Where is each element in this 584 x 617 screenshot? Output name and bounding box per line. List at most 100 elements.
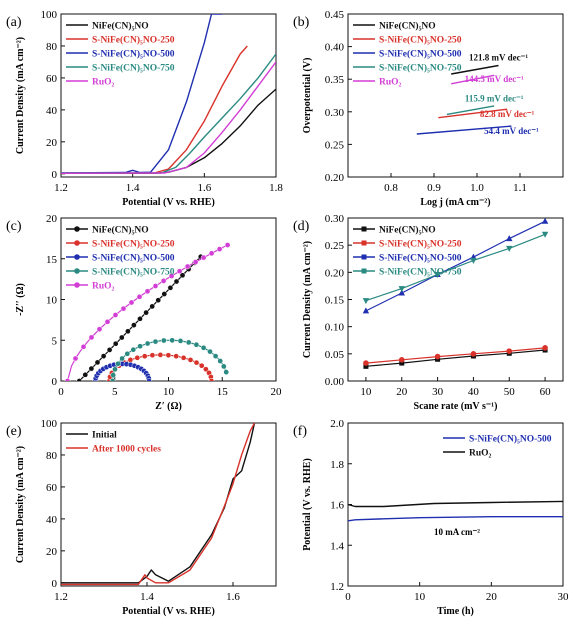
data-point — [506, 245, 513, 252]
data-point — [398, 357, 405, 363]
data-point — [200, 344, 207, 351]
data-point — [125, 328, 131, 335]
y-tick-label: 0.05 — [325, 349, 345, 361]
y-axis-label: -Z′′ (Ω) — [15, 283, 26, 316]
x-tick-label: 1.0 — [470, 182, 484, 194]
series-line — [61, 61, 276, 174]
legend-marker — [361, 268, 367, 274]
x-tick-label: 20 — [271, 386, 283, 398]
data-point — [541, 218, 549, 224]
data-layer — [61, 14, 276, 174]
data-point — [470, 351, 477, 357]
x-tick-label: 10 — [360, 386, 372, 398]
legend-label: Initial — [92, 431, 117, 441]
data-point — [362, 307, 370, 314]
data-point — [506, 348, 513, 354]
panel-b: 0.8 0.9 1.0 1.1 0.20 0.25 0.30 0.35 0.40 0.45 Log … — [293, 9, 564, 208]
legend-marker — [74, 240, 80, 246]
y-tick-label: 2.0 — [330, 418, 344, 430]
x-tick-label: 20 — [396, 386, 408, 398]
x-axis-label: Scane rate (mV s⁻¹) — [414, 401, 498, 412]
legend-marker — [74, 254, 80, 260]
y-tick-label: 0 — [52, 578, 58, 590]
data-layer — [362, 218, 549, 369]
slope-label: 54.4 mV dec⁻¹ — [484, 126, 539, 136]
series-line — [365, 233, 546, 302]
series-line — [61, 53, 276, 174]
legend-label: After 1000 cycles — [92, 445, 161, 455]
data-point — [137, 343, 143, 350]
y-axis-label: Current Density (mA cm⁻²) — [15, 37, 26, 154]
panel-c: 0 5 10 15 20 0 5 10 15 20 Z′ (Ω) -Z′′ (Ω) (c) NiFe(CN… — [6, 213, 282, 412]
data-point — [160, 337, 167, 344]
data-point — [115, 360, 121, 367]
data-point — [224, 242, 231, 248]
data-point — [160, 278, 167, 284]
legend-label: NiFe(CN)₅NO — [92, 21, 149, 32]
data-point — [398, 286, 405, 293]
x-tick-label: 60 — [540, 386, 552, 398]
data-point — [96, 326, 103, 333]
data-point — [110, 372, 117, 378]
x-tick-label: 0.8 — [384, 182, 398, 194]
y-tick-label: 20 — [46, 213, 58, 225]
y-tick-label: 60 — [46, 482, 58, 494]
x-tick-label: 40 — [468, 386, 480, 398]
data-point — [398, 289, 405, 296]
data-point — [136, 293, 143, 300]
series-line — [348, 516, 563, 522]
legend-label: S-NiFe(CN)₅NO-500 — [469, 434, 552, 445]
data-point — [88, 365, 95, 372]
panel-e: 1.2 1.4 1.6 0 20 40 60 80 100 Potential (V vs. RH… — [6, 418, 277, 617]
x-tick-label: 15 — [217, 386, 229, 398]
x-axis-label: Time (h) — [437, 606, 474, 617]
y-tick-label: 0.40 — [325, 42, 345, 54]
data-point — [104, 318, 111, 325]
data-point — [399, 360, 405, 366]
x-axis-label: Potential (V vs. RHE) — [122, 197, 215, 208]
x-axis-label: Log j (mA cm⁻²) — [420, 197, 490, 208]
data-point — [76, 378, 83, 381]
x-tick-label: 0 — [58, 386, 64, 398]
x-tick-label: 50 — [504, 386, 516, 398]
legend: S-NiFe(CN)₅NO-500 RuO₂ — [443, 434, 552, 459]
series-line — [451, 74, 495, 85]
data-point — [185, 339, 192, 346]
data-point — [112, 340, 119, 347]
legend-label: RuO₂ — [92, 78, 115, 88]
panel-label: (e) — [6, 424, 22, 439]
y-tick-label: 10 — [46, 295, 58, 307]
data-layer — [64, 242, 231, 381]
data-layer — [416, 64, 512, 135]
data-point — [176, 268, 183, 275]
data-point — [187, 357, 194, 363]
x-tick-label: 1.6 — [197, 182, 211, 194]
data-point — [137, 315, 143, 322]
data-point — [106, 347, 113, 353]
legend: NiFe(CN)₅NO S-NiFe(CN)₅NO-250 S-NiFe(CN)₅N… — [66, 225, 175, 292]
data-point — [134, 354, 141, 361]
series-line — [61, 14, 223, 174]
data-point — [193, 359, 200, 366]
data-point — [434, 353, 441, 360]
data-point — [88, 334, 95, 341]
slope-label: 82.8 mV dec⁻¹ — [480, 109, 535, 119]
panel-label: (b) — [293, 15, 310, 30]
data-point — [363, 360, 369, 366]
y-tick-label: 1.4 — [330, 540, 344, 552]
data-point — [144, 288, 151, 295]
x-axis-label: Potential (V vs. RHE) — [122, 606, 215, 617]
data-point — [112, 312, 119, 318]
y-tick-label: 0.35 — [325, 74, 345, 86]
data-point — [208, 250, 215, 257]
data-point — [161, 291, 168, 297]
data-point — [470, 257, 477, 264]
x-tick-label: 1.1 — [513, 182, 527, 194]
plot-frame — [60, 13, 277, 178]
y-axis-label: Potential (V vs. RHE) — [302, 458, 313, 551]
data-point — [120, 305, 127, 312]
x-tick-label: 0 — [345, 591, 351, 603]
legend: NiFe(CN)₅NO S-NiFe(CN)₅NO-250 S-NiFe(CN)₅N… — [66, 21, 175, 88]
data-point — [169, 337, 176, 344]
legend-label: NiFe(CN)₅NO — [379, 225, 436, 236]
